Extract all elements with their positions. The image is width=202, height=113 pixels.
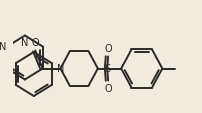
Text: N: N [0, 42, 6, 52]
Text: S: S [104, 64, 110, 74]
Text: O: O [104, 44, 112, 54]
Text: N: N [57, 64, 64, 74]
Text: N: N [21, 37, 29, 47]
Text: O: O [104, 84, 112, 94]
Text: O: O [32, 37, 39, 47]
